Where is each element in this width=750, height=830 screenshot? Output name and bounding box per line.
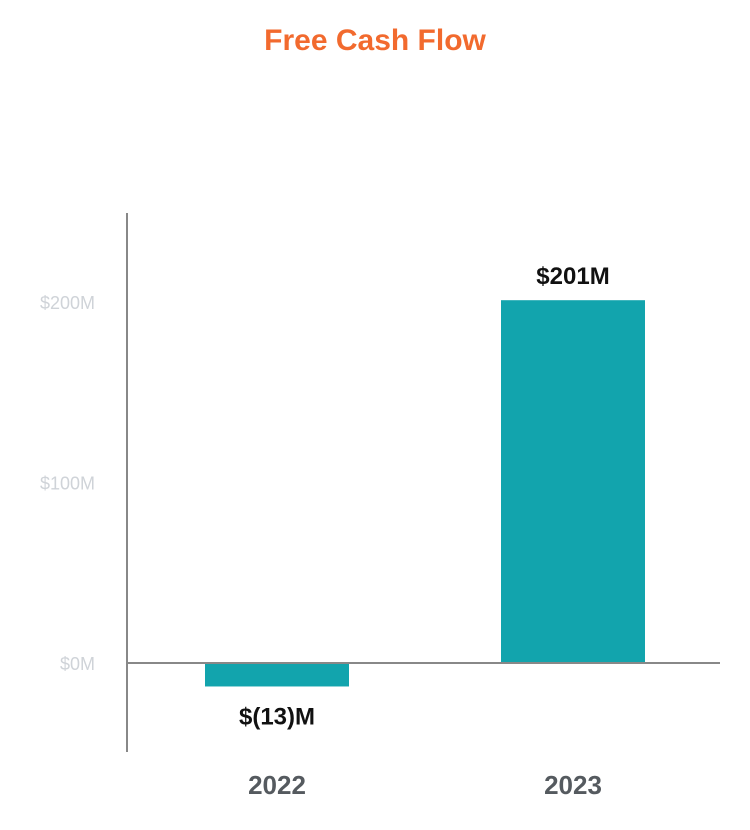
data-label-2022: $(13)M	[239, 703, 315, 730]
bar-2023	[501, 300, 645, 663]
y-axis-ticks: $0M $100M $200M	[40, 293, 95, 674]
x-tick-label-2022: 2022	[248, 770, 306, 800]
chart-title: Free Cash Flow	[264, 24, 486, 57]
y-tick-label: $100M	[40, 474, 95, 494]
data-label-2023: $201M	[536, 263, 609, 290]
x-axis-labels: 2022 2023	[248, 770, 602, 800]
bars-group	[205, 300, 645, 687]
y-tick-label: $200M	[40, 293, 95, 313]
y-tick-label: $0M	[60, 654, 95, 674]
x-tick-label-2023: 2023	[544, 770, 602, 800]
bar-2022	[205, 663, 349, 687]
data-labels-group: $(13)M $201M	[239, 263, 610, 730]
